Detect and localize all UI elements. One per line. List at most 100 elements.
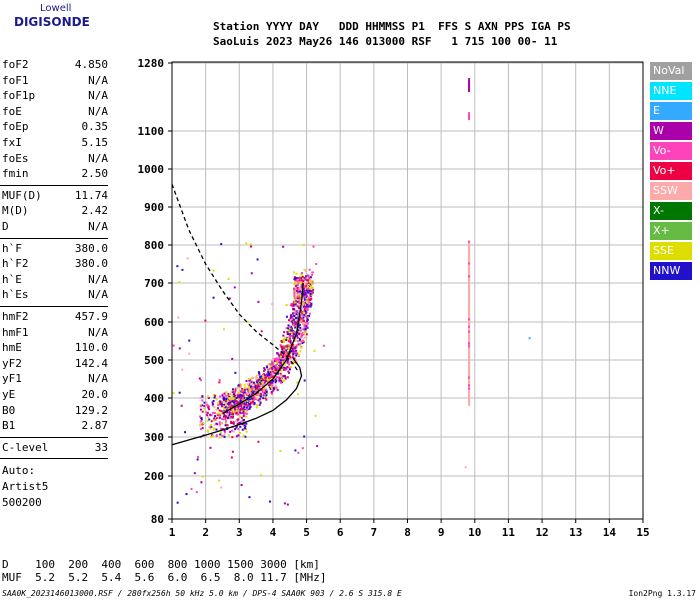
echo-point — [304, 328, 307, 331]
echo-point — [248, 382, 251, 385]
echo-point — [223, 392, 226, 395]
echo-point — [242, 411, 245, 414]
echo-point — [306, 289, 309, 292]
echo-point — [302, 316, 305, 319]
echo-point — [258, 393, 261, 396]
echo-point — [259, 395, 262, 398]
echo-point — [310, 293, 313, 296]
echo-point — [295, 272, 298, 275]
param-value: N/A — [88, 220, 108, 233]
echo-point — [263, 374, 266, 377]
echo-point — [293, 271, 296, 274]
echo-point — [298, 300, 301, 303]
y-tick-label: 1100 — [138, 125, 165, 138]
echo-point — [278, 356, 281, 359]
echo-point — [306, 320, 309, 323]
echo-point — [256, 258, 259, 261]
echo-point — [264, 379, 267, 382]
echo-point — [304, 315, 307, 318]
echo-point — [216, 413, 219, 416]
echo-point — [245, 410, 248, 413]
echo-point — [302, 243, 305, 246]
echo-point — [307, 297, 310, 300]
echo-point — [302, 333, 305, 336]
echo-point — [199, 396, 202, 399]
echo-point — [199, 424, 202, 427]
echo-point — [231, 396, 234, 399]
logo-lowell: Lowell — [40, 3, 72, 14]
echo-point — [294, 339, 297, 342]
echo-point — [297, 343, 300, 346]
echo-point — [306, 316, 309, 319]
echo-point — [302, 288, 305, 291]
echo-point — [266, 373, 269, 376]
echo-point — [305, 295, 308, 298]
echo-point — [269, 363, 272, 366]
echo-point — [282, 366, 285, 369]
echo-point — [282, 353, 285, 356]
echo-point — [293, 357, 296, 360]
echo-point — [309, 295, 312, 298]
echo-point — [303, 304, 306, 307]
echo-point — [300, 279, 303, 282]
echo-point — [275, 365, 278, 368]
echo-point — [240, 384, 243, 387]
echo-point — [265, 376, 268, 379]
echo-point — [271, 380, 274, 383]
echo-point — [286, 331, 289, 334]
echo-point — [201, 404, 204, 407]
header-line-1: Station YYYY DAY DDD HHMMSS P1 FFS S AXN… — [213, 20, 571, 33]
panel-separator — [0, 237, 108, 239]
echo-point — [228, 411, 231, 414]
echo-point — [263, 387, 266, 390]
echo-point — [236, 408, 239, 411]
echo-point — [225, 403, 228, 406]
echo-point — [310, 282, 313, 285]
echo-point — [267, 373, 270, 376]
echo-point — [293, 294, 296, 297]
echo-point — [269, 373, 272, 376]
echo-point — [230, 404, 233, 407]
echo-point — [281, 348, 284, 351]
distance-row: D 100 200 400 600 800 1000 1500 3000 [km… — [2, 558, 320, 571]
echo-point — [234, 428, 237, 431]
echo-point — [239, 425, 242, 428]
echo-point — [260, 379, 263, 382]
echo-point — [220, 431, 223, 434]
echo-point — [300, 340, 303, 343]
echo-point — [223, 415, 226, 418]
echo-point — [282, 359, 285, 362]
echo-point — [238, 394, 241, 397]
echo-point — [272, 370, 275, 373]
x-tick-label: 6 — [337, 526, 344, 539]
echo-point — [224, 397, 227, 400]
echo-point — [207, 397, 210, 400]
echo-point — [250, 393, 253, 396]
echo-point — [233, 410, 236, 413]
echo-point — [307, 291, 310, 294]
muf-dashed-curve — [171, 183, 299, 372]
echo-point — [289, 314, 292, 317]
echo-point — [278, 367, 281, 370]
echo-point — [231, 436, 234, 439]
echo-point — [283, 344, 286, 347]
echo-point — [193, 472, 196, 475]
echo-point — [229, 406, 232, 409]
echo-point — [225, 400, 228, 403]
echo-point — [289, 331, 292, 334]
echo-point — [299, 321, 302, 324]
param-name: foEp — [2, 120, 29, 134]
echo-point — [296, 336, 299, 339]
echo-point — [248, 389, 251, 392]
param-value: N/A — [88, 151, 108, 165]
header-line-2: SaoLuis 2023 May26 146 013000 RSF 1 715 … — [213, 35, 558, 48]
echo-point — [221, 397, 224, 400]
echo-point — [286, 365, 289, 368]
echo-point — [176, 265, 179, 268]
echo-point — [281, 362, 284, 365]
echo-point — [274, 364, 277, 367]
echo-point — [300, 273, 303, 276]
echo-point — [280, 369, 283, 372]
echo-point — [202, 422, 205, 425]
echo-point — [308, 288, 311, 291]
